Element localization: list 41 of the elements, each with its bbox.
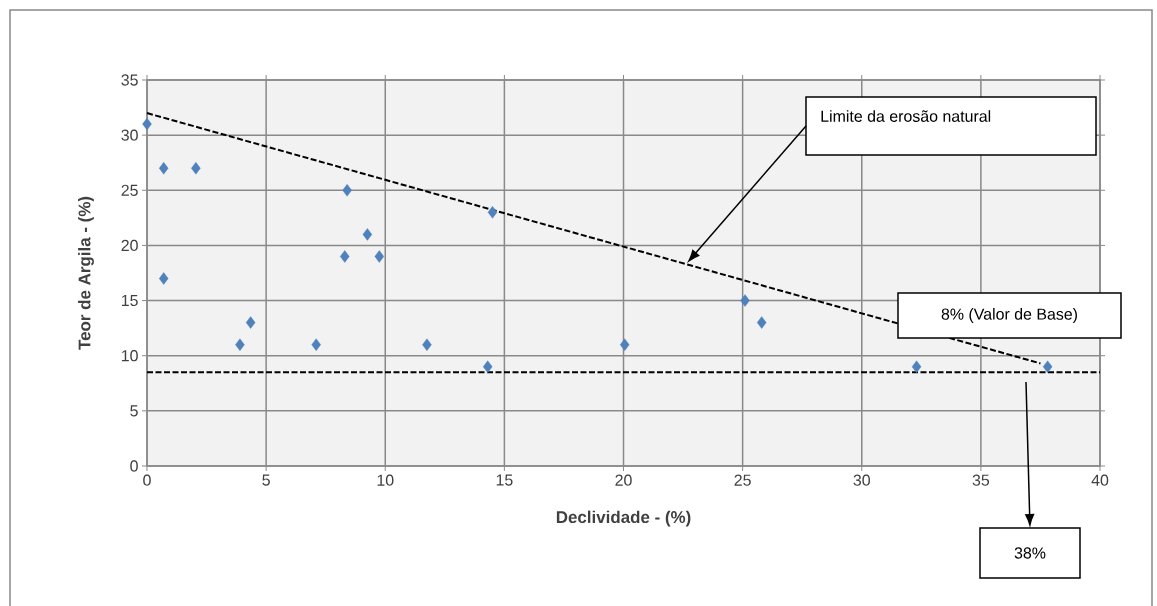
x-tick-label: 20 [615, 474, 632, 486]
y-tick-label: 30 [121, 129, 138, 141]
point [422, 338, 432, 351]
point [340, 250, 350, 263]
point [483, 360, 493, 373]
point [740, 294, 750, 307]
point [620, 338, 630, 351]
x-axis-title: Declividade - (%) [556, 510, 691, 527]
point [191, 162, 201, 175]
point [342, 184, 352, 197]
x-tick-label: 30 [853, 474, 870, 486]
y-tick-label: 35 [121, 74, 138, 86]
point [235, 338, 245, 351]
point [245, 316, 256, 329]
point [158, 272, 169, 285]
y-axis-title: Teor de Argila - (%) [78, 196, 94, 350]
y-tick-label: 15 [121, 294, 138, 307]
y-tick-label: 5 [130, 405, 138, 417]
point [158, 162, 169, 175]
y-tick-label: 25 [121, 184, 138, 196]
y-tick-label: 0 [130, 460, 138, 472]
x-tick-label: 15 [496, 474, 513, 486]
x-tick-label: 35 [972, 474, 990, 486]
point [142, 117, 152, 131]
annotation: Limite da erosão natural [821, 110, 991, 122]
point [362, 228, 373, 241]
x-tick-label: 25 [734, 474, 751, 486]
annotation: 8% (Valor de Base) [941, 308, 1077, 323]
x-tick-label: 10 [377, 474, 394, 486]
point [311, 338, 321, 351]
y-tick-label: 20 [121, 239, 138, 252]
point [911, 360, 922, 373]
point [487, 206, 498, 219]
x-tick-label: 40 [1091, 474, 1109, 486]
text: 38% [1014, 547, 1046, 559]
point [374, 250, 384, 263]
x-tick-label: 0 [143, 474, 151, 486]
point [1042, 360, 1053, 373]
point [757, 316, 767, 329]
x-tick-label: 5 [262, 474, 270, 486]
y-tick-label: 10 [121, 350, 138, 362]
